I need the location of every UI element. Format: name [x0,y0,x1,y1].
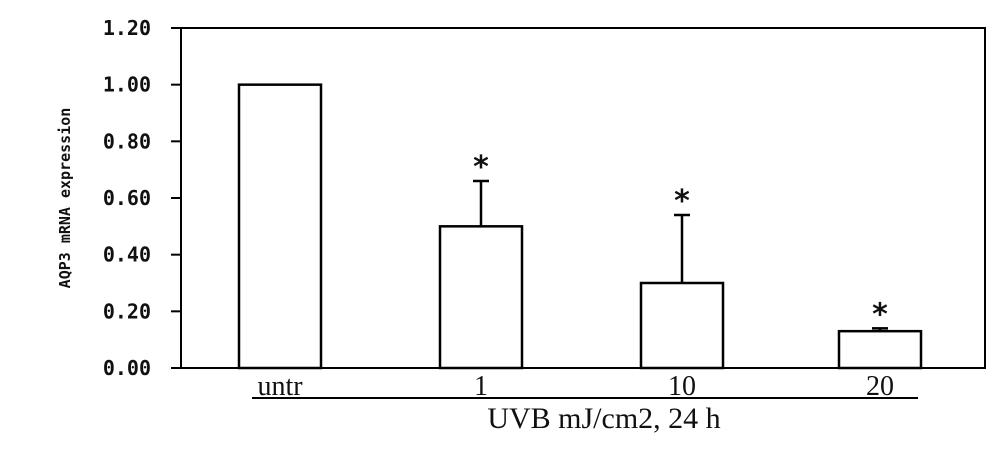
y-tick-label: 0.80 [103,129,151,153]
significance-marker: * [872,297,888,332]
significance-marker: * [674,184,690,219]
x-category-label: 1 [474,371,488,402]
x-axis-label: UVB mJ/cm2, 24 h [487,402,720,435]
y-tick-label: 0.00 [103,356,151,380]
y-tick-label: 0.20 [103,299,151,323]
y-axis-label: AQP3 mRNA expression [56,108,74,289]
x-category-label: 10 [668,371,696,402]
bar-untr [237,83,323,370]
significance-marker: * [473,150,489,185]
category-labels: untr 1 10 20 [257,371,894,402]
bar-10 [639,281,725,370]
bar-20 [837,329,923,370]
y-tick-label: 0.60 [103,186,151,210]
y-tick-label: 1.20 [103,16,151,40]
x-category-label: 20 [866,371,894,402]
x-category-label: untr [257,371,303,402]
bars-group: * * * [237,83,923,370]
y-tick-label: 1.00 [103,73,151,97]
y-tick-label: 0.40 [103,243,151,267]
y-axis-ticks: 0.00 0.20 0.40 0.60 0.80 1.00 1.20 [103,16,181,380]
bar-1 [438,225,524,370]
